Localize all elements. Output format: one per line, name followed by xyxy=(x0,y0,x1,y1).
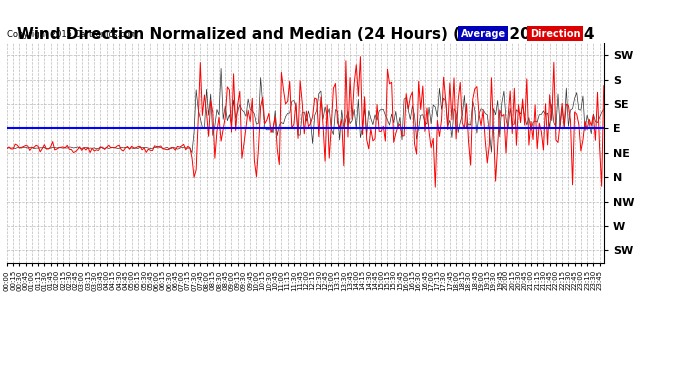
Text: Average: Average xyxy=(460,29,506,39)
Title: Wind Direction Normalized and Median (24 Hours) (New) 20150324: Wind Direction Normalized and Median (24… xyxy=(17,27,594,42)
Text: Direction: Direction xyxy=(530,29,580,39)
Text: Copyright 2015 Cartronics.com: Copyright 2015 Cartronics.com xyxy=(7,30,138,39)
